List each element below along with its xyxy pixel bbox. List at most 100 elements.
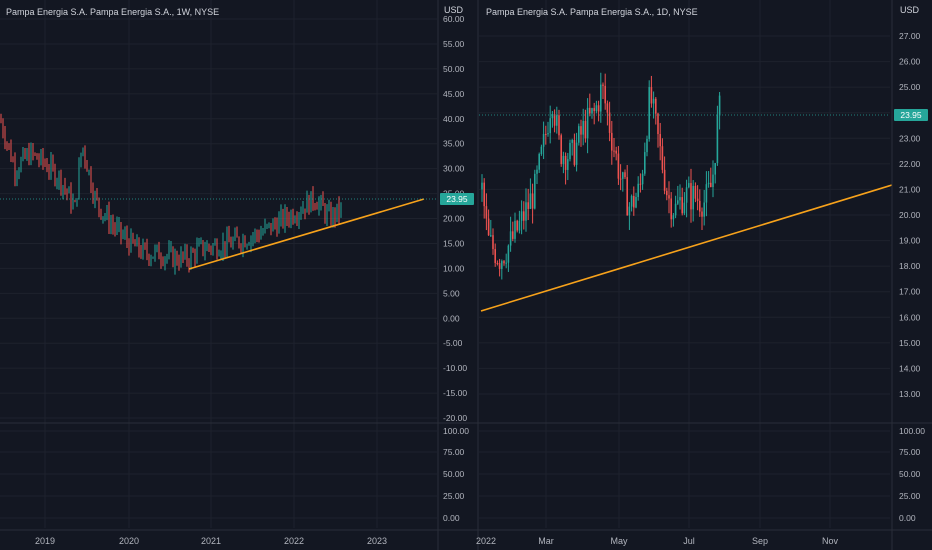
candle-body	[514, 220, 516, 239]
y-tick-label: 22.00	[899, 159, 921, 169]
candle-body	[490, 235, 492, 237]
candle-body	[494, 249, 496, 263]
candle-body	[556, 115, 558, 126]
x-tick-label: Nov	[822, 536, 839, 546]
candle-body	[630, 195, 633, 207]
x-tick-label: 2022	[284, 536, 304, 546]
candle-body	[655, 98, 657, 114]
candle-body	[650, 87, 653, 104]
candle-body	[690, 183, 692, 210]
candle-body	[633, 195, 635, 208]
candle-body	[670, 198, 672, 220]
candle-body	[498, 263, 501, 269]
candle-body	[685, 187, 688, 203]
candle-body	[611, 132, 613, 151]
y-tick-label: 13.00	[899, 389, 921, 399]
candle-body	[545, 133, 547, 135]
candle-body	[666, 190, 668, 196]
candle-body	[648, 87, 650, 139]
y-tick-label: 20.00	[899, 210, 921, 220]
osc-tick-label: 50.00	[443, 469, 465, 479]
candle-body	[683, 202, 686, 214]
candle-body	[613, 150, 615, 152]
candle-body	[637, 183, 639, 197]
y-tick-label: 5.00	[443, 288, 460, 298]
left-pane-title: Pampa Energia S.A. Pampa Energia S.A., 1…	[6, 7, 220, 17]
candle-body	[512, 231, 514, 239]
candle-body	[569, 142, 571, 160]
y-tick-label: 16.00	[899, 312, 921, 322]
y-tick-label: 60.00	[443, 14, 465, 24]
x-tick-label: 2019	[35, 536, 55, 546]
candle-body	[534, 173, 536, 209]
candle-body	[573, 140, 576, 165]
y-tick-label: 50.00	[443, 64, 465, 74]
x-tick-label: 2021	[201, 536, 221, 546]
candle-body	[661, 146, 664, 170]
candle-body	[624, 172, 626, 178]
weekly-candles	[0, 113, 342, 275]
candle-body	[483, 182, 485, 207]
x-tick-label: 2020	[119, 536, 139, 546]
y-tick-label: 26.00	[899, 57, 921, 67]
candle-body	[668, 195, 670, 199]
candle-body	[551, 114, 554, 119]
candle-body	[542, 133, 545, 147]
candle-body	[672, 215, 675, 220]
candle-body	[593, 108, 595, 112]
candle-body	[562, 155, 565, 165]
y-tick-label: 18.00	[899, 261, 921, 271]
candle-body	[518, 220, 521, 231]
candle-body	[606, 103, 609, 113]
candle-body	[696, 198, 699, 201]
candle-body	[481, 182, 483, 190]
osc-tick-label: 75.00	[443, 447, 465, 457]
x-tick-label: 2023	[367, 536, 387, 546]
candle-body	[635, 196, 637, 208]
y-tick-label: 35.00	[443, 139, 465, 149]
candle-body	[575, 142, 578, 165]
candle-body	[694, 185, 697, 199]
y-tick-label: 25.00	[899, 82, 921, 92]
left-last-price-label: 23.95	[440, 193, 474, 205]
candle-body	[505, 262, 507, 264]
candle-body	[608, 112, 611, 133]
candle-body	[560, 135, 562, 165]
right-currency-label: USD	[900, 5, 920, 15]
osc-tick-label: 25.00	[443, 491, 465, 501]
osc-tick-label: 0.00	[443, 513, 460, 523]
candle-body	[564, 155, 567, 170]
candle-body	[707, 182, 710, 185]
candle-body	[679, 197, 681, 201]
candle-body	[628, 206, 631, 216]
candle-body	[571, 140, 573, 143]
osc-tick-label: 50.00	[899, 469, 921, 479]
candle-body	[538, 154, 540, 170]
candle-body	[619, 178, 622, 180]
x-tick-label: 2022	[476, 536, 496, 546]
candle-body	[617, 153, 620, 179]
y-tick-label: 45.00	[443, 89, 465, 99]
y-tick-label: 17.00	[899, 287, 921, 297]
trendline-left	[188, 198, 425, 270]
y-tick-label: 40.00	[443, 114, 465, 124]
candle-body	[492, 235, 494, 250]
candle-body	[487, 218, 490, 236]
candle-body	[712, 174, 714, 188]
candle-body	[703, 202, 705, 217]
candle-body	[646, 138, 648, 153]
candle-body	[547, 133, 549, 135]
x-tick-label: May	[610, 536, 628, 546]
candle-body	[485, 206, 488, 219]
candle-body	[692, 185, 694, 210]
trendline-right	[480, 184, 893, 312]
candle-body	[501, 261, 503, 269]
candle-body	[540, 146, 543, 155]
candle-body	[615, 150, 617, 154]
candle-body	[659, 134, 661, 147]
candle-body	[525, 202, 527, 221]
candle-body	[622, 172, 624, 179]
candle-body	[716, 115, 719, 164]
